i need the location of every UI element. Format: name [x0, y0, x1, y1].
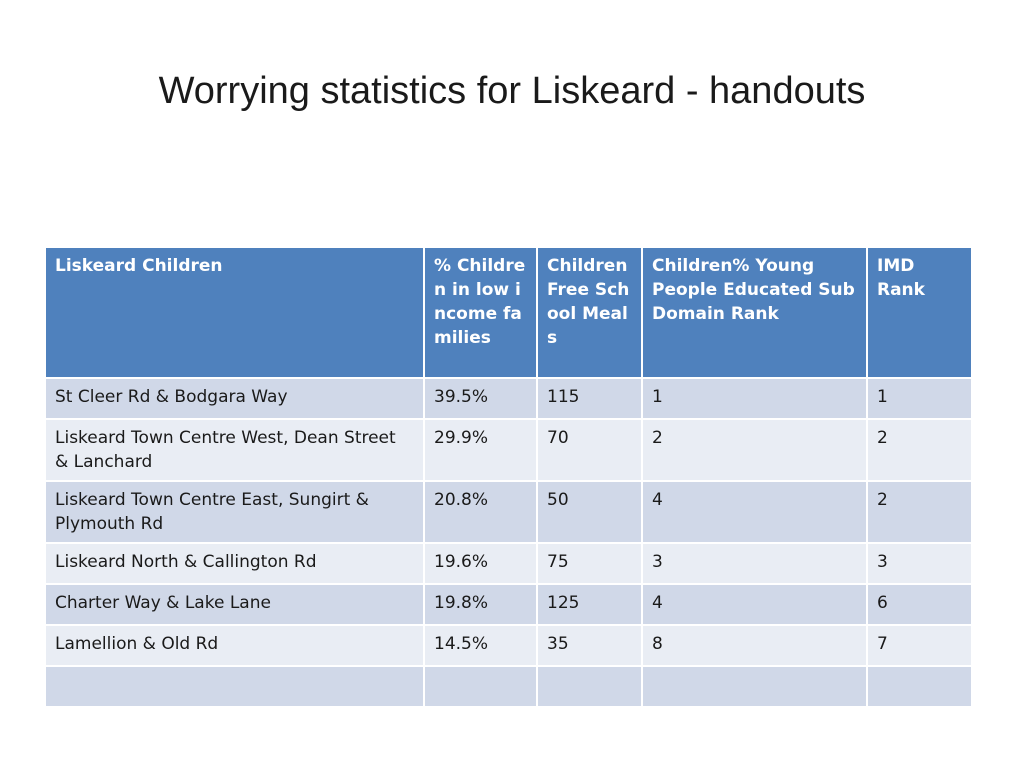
table-row: Liskeard Town Centre East, Sungirt & Ply… [44, 480, 973, 544]
table-cell: Charter Way & Lake Lane [44, 583, 425, 626]
table-cell: 20.8% [423, 480, 538, 544]
table-cell: 2 [866, 418, 973, 482]
empty-cell [866, 665, 973, 708]
header-cell: Children Free School Meals [536, 246, 643, 379]
table-cell: 19.6% [423, 542, 538, 585]
table-cell: 3 [866, 542, 973, 585]
table-cell: 125 [536, 583, 643, 626]
header-cell: % Children in low income families [423, 246, 538, 379]
table-cell: 7 [866, 624, 973, 667]
table-cell: St Cleer Rd & Bodgara Way [44, 377, 425, 420]
empty-cell [536, 665, 643, 708]
table-cell: 1 [866, 377, 973, 420]
empty-cell [423, 665, 538, 708]
table-cell: 115 [536, 377, 643, 420]
table-cell: 39.5% [423, 377, 538, 420]
table-cell: 6 [866, 583, 973, 626]
table-cell: 3 [641, 542, 868, 585]
table-cell: 35 [536, 624, 643, 667]
table-cell: 29.9% [423, 418, 538, 482]
table-cell: Liskeard North & Callington Rd [44, 542, 425, 585]
header-row: Liskeard Children% Children in low incom… [44, 246, 973, 379]
table-row: St Cleer Rd & Bodgara Way 39.5% 115 1 1 [44, 377, 973, 420]
table-row: Liskeard Town Centre West, Dean Street &… [44, 418, 973, 482]
table-cell: 4 [641, 480, 868, 544]
table-cell: 2 [641, 418, 868, 482]
table-cell: Liskeard Town Centre East, Sungirt & Ply… [44, 480, 425, 544]
table-row: Lamellion & Old Rd 14.5% 35 8 7 [44, 624, 973, 667]
statistics-table: Liskeard Children% Children in low incom… [44, 246, 973, 708]
header-cell: Liskeard Children [44, 246, 425, 379]
table-cell: 1 [641, 377, 868, 420]
table-cell: 50 [536, 480, 643, 544]
table-cell: 75 [536, 542, 643, 585]
header-cell: IMD Rank [866, 246, 973, 379]
table-cell: 19.8% [423, 583, 538, 626]
table-row: Liskeard North & Callington Rd 19.6% 75 3 3 [44, 542, 973, 585]
table-cell: Lamellion & Old Rd [44, 624, 425, 667]
empty-cell [44, 665, 425, 708]
table-cell: 2 [866, 480, 973, 544]
table-cell: 4 [641, 583, 868, 626]
empty-row [44, 665, 973, 708]
header-cell: Children% Young People Educated Sub Doma… [641, 246, 868, 379]
table-cell: 70 [536, 418, 643, 482]
empty-cell [641, 665, 868, 708]
table-cell: 14.5% [423, 624, 538, 667]
slide-title: Worrying statistics for Liskeard - hando… [158, 70, 866, 112]
table-cell: Liskeard Town Centre West, Dean Street &… [44, 418, 425, 482]
table-cell: 8 [641, 624, 868, 667]
table-row: Charter Way & Lake Lane 19.8% 125 4 6 [44, 583, 973, 626]
